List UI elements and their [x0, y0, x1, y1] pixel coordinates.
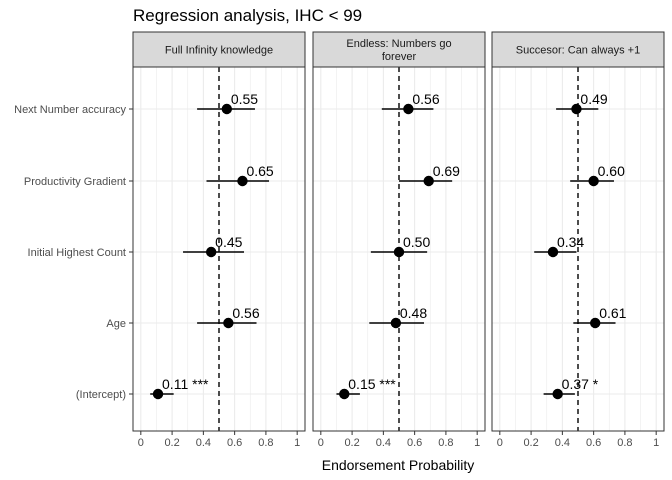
facet-strip-label: Endless: Numbers go	[346, 38, 451, 50]
x-tick-label: 0.2	[523, 437, 538, 449]
chart-title: Regression analysis, IHC < 99	[133, 6, 362, 25]
data-label: 0.61	[599, 305, 626, 321]
estimate-point	[339, 388, 350, 400]
data-label: 0.34	[557, 234, 584, 250]
data-label: 0.56	[232, 305, 259, 321]
x-tick-label: 0.6	[407, 437, 422, 449]
facet-panel: Succesor: Can always +1 0 0.2 0.4 0.6 0.8 1 0.4…	[491, 31, 665, 449]
y-tick-label: Productivity Gradient	[24, 176, 126, 188]
estimate-point	[423, 175, 434, 187]
facet-strip-label: forever	[382, 51, 417, 63]
data-label: 0.56	[412, 91, 439, 107]
data-label: 0.11 ***	[162, 376, 209, 392]
x-tick-label: 0	[138, 437, 144, 449]
data-label: 0.65	[246, 163, 273, 179]
data-label: 0.45	[215, 234, 242, 250]
x-tick-label: 0.4	[376, 437, 391, 449]
estimate-point	[237, 175, 248, 187]
y-tick-label: Age	[106, 318, 126, 330]
panel-border	[132, 66, 306, 432]
x-tick-label: 0.6	[586, 437, 601, 449]
y-tick-label: (Intercept)	[76, 389, 126, 401]
x-tick-label: 0.4	[196, 437, 211, 449]
x-tick-label: 0.8	[258, 437, 273, 449]
x-tick-label: 0.2	[344, 437, 359, 449]
x-tick-label: 0.8	[438, 437, 453, 449]
estimate-point	[223, 317, 234, 329]
x-axis-label: Endorsement Probability	[322, 457, 475, 473]
facet-strip	[132, 31, 306, 68]
x-tick-label: 0.2	[164, 437, 179, 449]
panel-border	[491, 66, 665, 432]
estimate-point	[390, 317, 402, 329]
facet-strip-label: Full Infinity knowledge	[165, 45, 273, 57]
data-label: 0.50	[403, 234, 430, 250]
data-label: 0.48	[400, 305, 427, 321]
estimate-point	[547, 246, 559, 258]
data-label: 0.37 *	[562, 376, 599, 392]
estimate-point	[221, 103, 233, 115]
facet-panel: Full Infinity knowledge 0 0.2 0.4 0.6 0.8 1 0.5…	[132, 31, 306, 449]
estimate-point	[590, 317, 601, 329]
facet-strip-label: Succesor: Can always +1	[516, 45, 640, 57]
estimate-point	[588, 175, 599, 187]
x-tick-label: 0.8	[617, 437, 632, 449]
data-label: 0.60	[598, 163, 625, 179]
data-label: 0.49	[580, 91, 607, 107]
panels: Full Infinity knowledge 0 0.2 0.4 0.6 0.8 1 0.5…	[132, 31, 665, 449]
x-tick-label: 0	[497, 437, 503, 449]
facet-strip	[312, 31, 486, 68]
estimate-point	[152, 388, 164, 400]
estimate-point	[393, 246, 405, 258]
estimate-point	[552, 388, 563, 400]
data-label: 0.55	[231, 91, 258, 107]
data-label: 0.15 ***	[348, 376, 396, 392]
x-tick-label: 1	[653, 437, 659, 449]
x-tick-label: 0	[318, 437, 324, 449]
estimate-point	[571, 103, 582, 115]
x-tick-label: 1	[474, 437, 480, 449]
panel-border	[312, 66, 486, 432]
y-tick-label: Initial Highest Count	[28, 247, 126, 259]
estimate-point	[205, 246, 217, 258]
facet-strip	[491, 31, 665, 68]
data-label: 0.69	[433, 163, 460, 179]
x-tick-label: 0.4	[555, 437, 570, 449]
estimate-point	[403, 103, 414, 115]
y-axis-labels: Next Number accuracy Productivity Gradien…	[14, 104, 133, 401]
x-tick-label: 1	[294, 437, 300, 449]
y-tick-label: Next Number accuracy	[14, 104, 126, 116]
x-tick-label: 0.6	[227, 437, 242, 449]
